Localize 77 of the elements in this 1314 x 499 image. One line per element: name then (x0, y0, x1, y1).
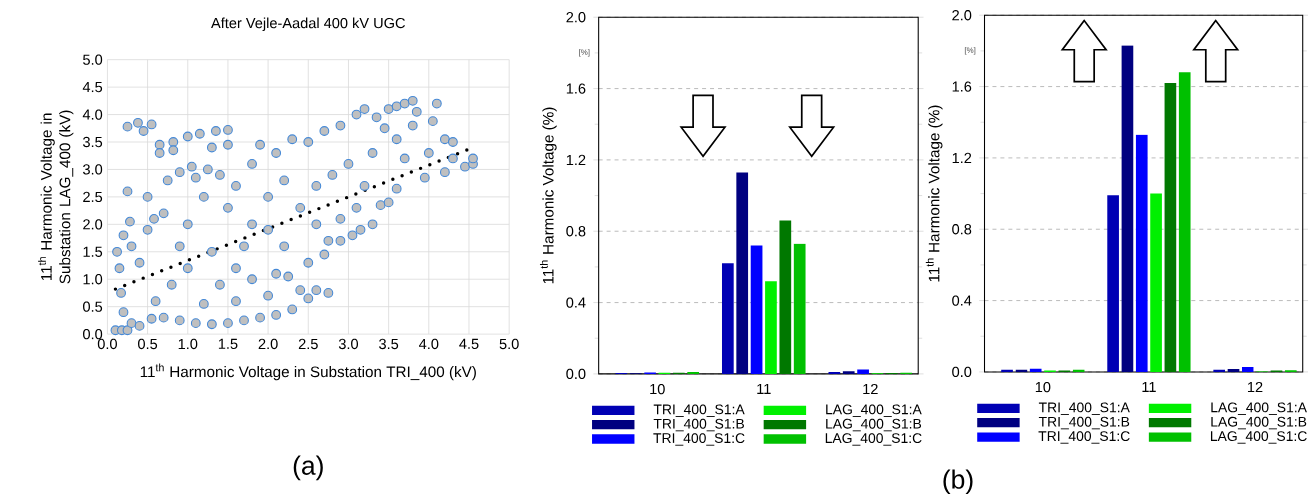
y-tick-label: 0.8 (952, 224, 972, 235)
legend-label: LAG_400_S1:C (1210, 431, 1307, 444)
bar (1029, 368, 1042, 373)
y-tick-label: 2.0 (83, 219, 103, 230)
legend-label: LAG_400_S1:B (1211, 417, 1307, 430)
bar (842, 371, 855, 375)
y-tick-label: 0.0 (952, 367, 972, 378)
legend-label: TRI_400_S1:B (1038, 417, 1130, 430)
bar (1150, 193, 1162, 373)
y-tick-label: 2.5 (83, 191, 103, 203)
y-tick-label: 2.0 (952, 10, 972, 21)
y-tick-label: 0.5 (83, 301, 103, 313)
bar (1107, 195, 1119, 373)
legend-label: TRI_400_S1:A (653, 404, 745, 418)
bar (1241, 367, 1254, 373)
y-tick-label: 1.6 (952, 81, 972, 92)
y-tick-label: 4.5 (82, 82, 103, 93)
x-tick-label: 11 (757, 384, 771, 395)
y-tick-label: 0.0 (566, 368, 586, 380)
y-tick-label: 5.0 (83, 54, 103, 66)
bar (1227, 369, 1240, 373)
x-tick-label: 3.0 (338, 339, 359, 350)
x-tick-label: 4.0 (419, 339, 439, 350)
x-tick-label: 0.5 (138, 339, 158, 350)
x-tick-label: 11 (1142, 382, 1156, 393)
y-tick-label: 2.0 (566, 12, 586, 23)
y-tick-label: 1.5 (83, 246, 103, 258)
chart-title: After Vejle-Aadal 400 kV UGC (211, 17, 405, 32)
legend-label: LAG_400_S1:C (825, 433, 922, 446)
legend-label: LAG_400_S1:A (1211, 402, 1307, 416)
x-tick-label: 10 (1035, 382, 1051, 393)
y-tick-label: 1.6 (566, 83, 586, 94)
bar (750, 245, 763, 375)
text: (a) (293, 455, 323, 481)
y-tick-label: 0.4 (952, 295, 972, 306)
bar (765, 281, 777, 375)
bar (721, 263, 734, 375)
y-tick-label: 3.5 (83, 137, 103, 148)
x-tick-label: 5.0 (499, 339, 519, 350)
legend-label: TRI_400_S1:C (1038, 431, 1130, 444)
x-tick-label: 1.0 (178, 339, 198, 350)
bar (1135, 134, 1148, 373)
bar (1178, 72, 1191, 373)
legend-label: TRI_400_S1:B (653, 419, 744, 432)
y-tick-label: 0.0 (83, 329, 103, 340)
x-tick-label: 10 (650, 384, 665, 395)
bar (857, 369, 869, 375)
bar (1121, 45, 1134, 373)
y-tick-label: 3.0 (83, 164, 103, 175)
y-axis-title: 11$^{th}$ Harmonic Voltage (%) (925, 105, 943, 282)
bar (736, 172, 749, 375)
x-tick-label: 0.0 (97, 339, 117, 350)
x-tick-label: 12 (1247, 382, 1263, 393)
y-tick-label: 0.8 (566, 226, 586, 237)
bar (793, 243, 806, 375)
x-tick-label: 2.0 (258, 339, 278, 350)
x-tick-label: 4.5 (459, 339, 479, 350)
text: (b) (943, 469, 973, 495)
legend-label: TRI_400_S1:A (1038, 402, 1130, 416)
x-tick-label: 12 (863, 384, 878, 395)
y-tick-label: 1.0 (83, 274, 103, 285)
y-tick-label: 4.0 (82, 109, 103, 120)
legend-label: LAG_400_S1:B (826, 419, 922, 432)
y-tick-label: 0.4 (566, 297, 586, 308)
bar (1213, 370, 1226, 373)
y-tick-label: 1.2 (952, 153, 972, 164)
x-tick-label: 2.5 (298, 339, 318, 350)
x-tick-label: 1.5 (218, 339, 238, 350)
bar (1001, 370, 1013, 373)
legend-label: LAG_400_S1:A (826, 404, 922, 418)
bar (779, 220, 792, 375)
bar (1164, 83, 1177, 373)
y-tick-label: 1.2 (566, 155, 586, 166)
x-axis-title: 11$^{th}$ Harmonic Voltage in Substation TRI_400 (kV) (140, 363, 476, 381)
x-tick-label: 3.5 (379, 339, 399, 350)
y-axis-title: 11$^{th}$ Harmonic Voltage (%) (539, 107, 557, 284)
legend-label: TRI_400_S1:C (653, 433, 745, 446)
